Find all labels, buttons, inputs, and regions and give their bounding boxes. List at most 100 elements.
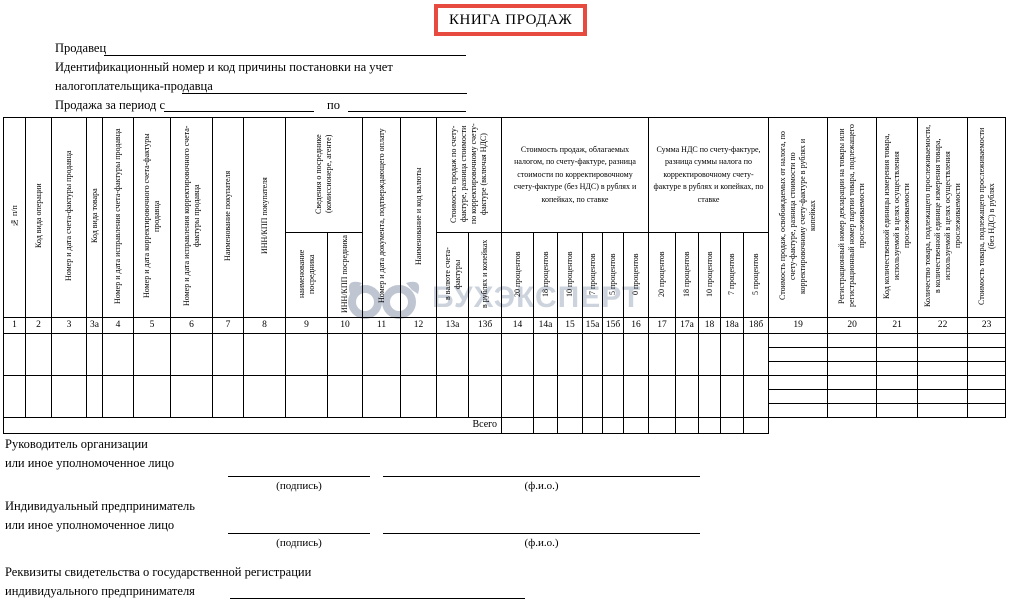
table-cell[interactable]: [327, 333, 363, 376]
entrepreneur-name-field[interactable]: [383, 533, 700, 534]
table-cell[interactable]: [827, 333, 878, 348]
total-cell[interactable]: [623, 417, 649, 434]
table-cell[interactable]: [86, 375, 103, 418]
table-cell[interactable]: [327, 375, 363, 418]
table-cell[interactable]: [648, 333, 676, 376]
table-cell[interactable]: [3, 375, 26, 418]
table-cell[interactable]: [742, 333, 770, 376]
table-cell[interactable]: [768, 389, 829, 404]
total-cell[interactable]: [675, 417, 699, 434]
total-cell[interactable]: [698, 417, 721, 434]
table-cell[interactable]: [285, 375, 328, 418]
table-cell[interactable]: [876, 333, 919, 348]
table-cell[interactable]: [86, 333, 103, 376]
table-cell[interactable]: [698, 375, 721, 418]
table-cell[interactable]: [967, 347, 1007, 362]
table-cell[interactable]: [827, 403, 878, 418]
table-cell[interactable]: [917, 347, 969, 362]
table-cell[interactable]: [917, 389, 969, 404]
table-cell[interactable]: [582, 375, 603, 418]
table-cell[interactable]: [243, 333, 286, 376]
table-cell[interactable]: [967, 389, 1007, 404]
table-cell[interactable]: [768, 333, 829, 348]
table-cell[interactable]: [917, 361, 969, 376]
table-cell[interactable]: [876, 347, 919, 362]
table-cell[interactable]: [768, 361, 829, 376]
table-cell[interactable]: [51, 375, 87, 418]
table-cell[interactable]: [827, 347, 878, 362]
table-cell[interactable]: [720, 333, 744, 376]
table-cell[interactable]: [51, 333, 87, 376]
director-name-field[interactable]: [383, 476, 700, 477]
entrepreneur-signature-field[interactable]: [228, 533, 370, 534]
director-signature-field[interactable]: [228, 476, 370, 477]
table-cell[interactable]: [876, 403, 919, 418]
total-cell[interactable]: [557, 417, 583, 434]
table-cell[interactable]: [170, 375, 213, 418]
table-cell[interactable]: [967, 403, 1007, 418]
table-cell[interactable]: [675, 375, 699, 418]
registration-field[interactable]: [230, 598, 525, 599]
table-cell[interactable]: [967, 361, 1007, 376]
table-cell[interactable]: [917, 333, 969, 348]
total-cell[interactable]: [742, 417, 770, 434]
table-cell[interactable]: [967, 333, 1007, 348]
table-cell[interactable]: [501, 333, 534, 376]
table-cell[interactable]: [212, 375, 244, 418]
table-cell[interactable]: [827, 389, 878, 404]
table-cell[interactable]: [917, 375, 969, 390]
table-cell[interactable]: [602, 375, 624, 418]
table-cell[interactable]: [557, 375, 583, 418]
total-cell[interactable]: [720, 417, 744, 434]
table-cell[interactable]: [436, 375, 469, 418]
table-cell[interactable]: [212, 333, 244, 376]
table-cell[interactable]: [827, 361, 878, 376]
table-cell[interactable]: [582, 333, 603, 376]
table-cell[interactable]: [468, 375, 502, 418]
total-cell[interactable]: [501, 417, 534, 434]
table-cell[interactable]: [768, 347, 829, 362]
total-cell[interactable]: [582, 417, 603, 434]
table-cell[interactable]: [698, 333, 721, 376]
table-cell[interactable]: [533, 333, 558, 376]
total-cell[interactable]: [648, 417, 676, 434]
table-cell[interactable]: [557, 333, 583, 376]
table-cell[interactable]: [768, 403, 829, 418]
table-cell[interactable]: [876, 375, 919, 390]
table-cell[interactable]: [648, 375, 676, 418]
table-cell[interactable]: [827, 375, 878, 390]
period-to-field[interactable]: [348, 111, 466, 112]
total-cell[interactable]: [602, 417, 624, 434]
table-cell[interactable]: [102, 333, 134, 376]
table-cell[interactable]: [102, 375, 134, 418]
inn-kpp-field[interactable]: [182, 93, 467, 94]
table-cell[interactable]: [362, 375, 401, 418]
table-cell[interactable]: [400, 375, 437, 418]
table-cell[interactable]: [876, 389, 919, 404]
table-cell[interactable]: [501, 375, 534, 418]
table-cell[interactable]: [742, 375, 770, 418]
table-cell[interactable]: [623, 375, 649, 418]
table-cell[interactable]: [243, 375, 286, 418]
table-cell[interactable]: [533, 375, 558, 418]
table-cell[interactable]: [285, 333, 328, 376]
table-cell[interactable]: [967, 375, 1007, 390]
table-cell[interactable]: [133, 375, 171, 418]
table-cell[interactable]: [917, 403, 969, 418]
table-cell[interactable]: [768, 375, 829, 390]
table-cell[interactable]: [362, 333, 401, 376]
table-cell[interactable]: [602, 333, 624, 376]
seller-field[interactable]: [104, 55, 466, 56]
table-cell[interactable]: [400, 333, 437, 376]
table-cell[interactable]: [25, 375, 52, 418]
table-cell[interactable]: [436, 333, 469, 376]
table-cell[interactable]: [876, 361, 919, 376]
table-cell[interactable]: [170, 333, 213, 376]
table-cell[interactable]: [133, 333, 171, 376]
table-cell[interactable]: [25, 333, 52, 376]
total-cell[interactable]: [533, 417, 558, 434]
table-cell[interactable]: [720, 375, 744, 418]
table-cell[interactable]: [623, 333, 649, 376]
table-cell[interactable]: [3, 333, 26, 376]
period-from-field[interactable]: [164, 111, 314, 112]
